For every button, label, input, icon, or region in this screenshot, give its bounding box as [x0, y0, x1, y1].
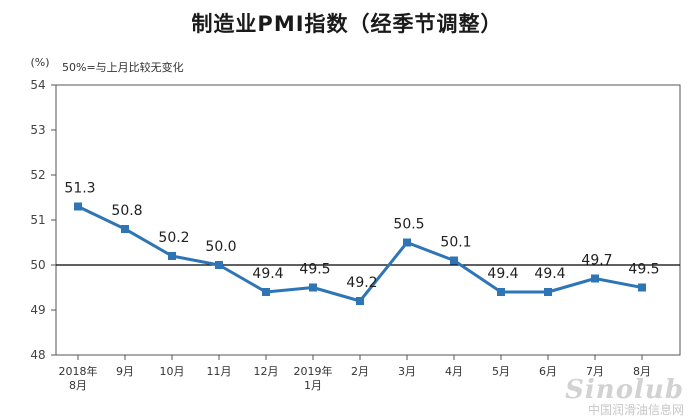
- y-tick-label: 52: [30, 168, 45, 182]
- data-label: 50.5: [393, 217, 424, 233]
- data-point-marker: [544, 288, 552, 296]
- y-axis-unit: (%): [30, 56, 49, 69]
- watermark: Sinolub 中国润滑油信息网: [565, 377, 684, 417]
- x-tick-label: 2月: [351, 365, 369, 378]
- data-label: 51.3: [64, 181, 95, 197]
- plot-area-frame: [55, 84, 681, 356]
- y-tick-label: 48: [30, 348, 45, 362]
- data-point-marker: [450, 256, 458, 265]
- chart-title: 制造业PMI指数（经季节调整）: [191, 12, 503, 36]
- y-tick-label: 54: [30, 78, 45, 92]
- data-point-marker: [497, 288, 505, 296]
- data-point-marker: [168, 252, 176, 260]
- x-tick-label: 4月: [445, 365, 463, 378]
- data-point-marker: [309, 283, 317, 292]
- data-point-marker: [591, 274, 599, 283]
- data-label: 49.7: [581, 253, 612, 269]
- data-label: 49.4: [487, 266, 518, 282]
- y-tick-label: 53: [30, 123, 45, 137]
- reference-annotation: 50%=与上月比较无变化: [62, 60, 184, 74]
- watermark-text: 中国润滑油信息网: [587, 403, 684, 417]
- watermark-logo: Sinolub: [565, 375, 684, 405]
- y-tick-label: 51: [30, 213, 45, 227]
- data-label: 49.4: [252, 266, 283, 282]
- data-point-marker: [121, 225, 129, 233]
- x-tick-label: 9月: [116, 365, 134, 378]
- x-tick-label: 2018年 8月: [59, 364, 98, 392]
- x-tick-label: 5月: [492, 365, 510, 378]
- data-label: 50.8: [111, 203, 142, 219]
- x-tick-label: 6月: [539, 365, 557, 378]
- x-tick-label: 8月: [633, 365, 651, 378]
- x-tick-label: 2019年 1月: [294, 364, 333, 392]
- data-point-marker: [356, 297, 364, 305]
- x-tick-label: 11月: [207, 365, 232, 378]
- x-tick-label: 7月: [586, 365, 604, 378]
- data-label: 50.1: [440, 235, 471, 251]
- data-label: 49.4: [534, 266, 565, 282]
- y-tick-label: 49: [30, 303, 45, 317]
- data-label: 49.2: [346, 275, 377, 291]
- data-point-marker: [74, 202, 82, 211]
- data-point-marker: [262, 288, 270, 296]
- y-tick-label: 50: [30, 258, 45, 272]
- data-point-marker: [403, 238, 411, 247]
- x-tick-label: 12月: [254, 365, 279, 378]
- x-tick-label: 10月: [160, 365, 185, 378]
- x-tick-label: 3月: [398, 365, 416, 378]
- data-point-marker: [638, 283, 646, 292]
- data-label: 50.2: [158, 230, 189, 246]
- data-point-marker: [215, 261, 223, 269]
- data-label: 49.5: [628, 262, 659, 278]
- data-label: 50.0: [205, 239, 236, 255]
- data-label: 49.5: [299, 262, 330, 278]
